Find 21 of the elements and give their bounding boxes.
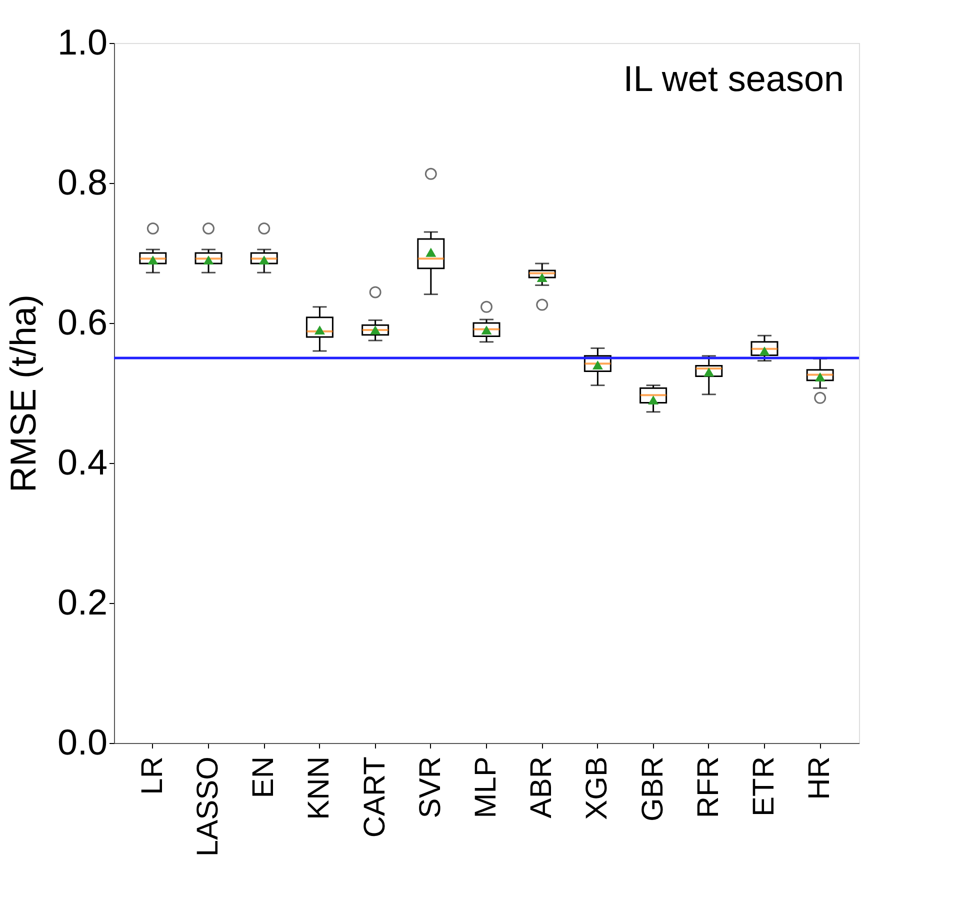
x-tick-label: GBR xyxy=(636,756,670,822)
y-tick-label: 1.0 xyxy=(57,22,108,62)
y-tick-label: 0.8 xyxy=(57,162,108,202)
y-tick-label: 0.4 xyxy=(57,442,108,482)
y-tick-label: 0.6 xyxy=(57,302,108,342)
x-tick-label: EN xyxy=(247,756,280,798)
x-tick-label: LR xyxy=(136,756,169,795)
x-tick-label: LASSO xyxy=(192,756,225,857)
y-axis-title: RMSE (t/ha) xyxy=(2,294,44,493)
y-tick-label: 0.0 xyxy=(57,722,108,762)
annotation: IL wet season xyxy=(623,58,844,99)
y-tick-label: 0.2 xyxy=(57,582,108,622)
x-tick-label: HR xyxy=(803,756,836,800)
x-tick-label: ETR xyxy=(747,756,780,816)
x-tick-label: XGB xyxy=(580,756,614,820)
x-tick-label: MLP xyxy=(470,756,502,818)
x-tick-label: CART xyxy=(358,756,392,838)
x-tick-label: SVR xyxy=(414,756,447,818)
x-tick-label: KNN xyxy=(302,756,336,820)
x-tick-label: RFR xyxy=(692,756,725,818)
x-tick-label: ABR xyxy=(525,756,558,818)
